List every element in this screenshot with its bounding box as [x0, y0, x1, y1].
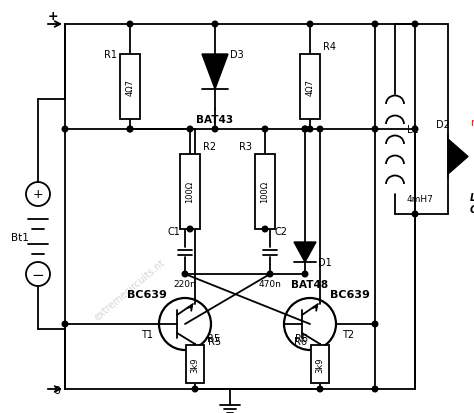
Text: R5: R5 — [208, 336, 221, 346]
Circle shape — [212, 22, 218, 28]
Text: R2: R2 — [203, 142, 216, 152]
Text: 100Ω: 100Ω — [261, 180, 270, 202]
Text: R4: R4 — [323, 43, 336, 52]
Text: red: red — [470, 118, 474, 128]
Bar — [120, 55, 140, 119]
Bar — [311, 345, 329, 383]
Circle shape — [372, 127, 378, 133]
Text: 3k9: 3k9 — [191, 356, 200, 372]
Text: C1: C1 — [167, 226, 180, 236]
Circle shape — [302, 127, 308, 133]
Text: R6: R6 — [294, 336, 307, 346]
Text: 0: 0 — [54, 385, 61, 395]
Circle shape — [192, 386, 198, 392]
Bar — [180, 154, 200, 229]
Text: R3: R3 — [239, 142, 252, 152]
Circle shape — [317, 127, 323, 133]
Polygon shape — [202, 55, 228, 90]
Circle shape — [62, 321, 68, 327]
Circle shape — [307, 22, 313, 28]
Circle shape — [302, 271, 308, 277]
Text: Bt1: Bt1 — [11, 233, 29, 242]
Circle shape — [412, 127, 418, 133]
Bar — [300, 55, 320, 119]
Text: R6: R6 — [295, 333, 308, 343]
Text: LOW
CURRENT: LOW CURRENT — [470, 192, 474, 214]
Text: +: + — [48, 9, 58, 22]
Text: BC639: BC639 — [330, 289, 370, 299]
Circle shape — [182, 271, 188, 277]
Text: BAT43: BAT43 — [196, 115, 234, 125]
Text: BAT48: BAT48 — [292, 279, 328, 289]
Text: L1: L1 — [407, 125, 419, 135]
Circle shape — [62, 127, 68, 133]
Text: 100Ω: 100Ω — [185, 180, 194, 202]
Circle shape — [212, 127, 218, 133]
Text: D3: D3 — [230, 50, 244, 60]
Circle shape — [127, 22, 133, 28]
Circle shape — [412, 22, 418, 28]
Text: R1: R1 — [104, 50, 117, 59]
Text: 220n: 220n — [173, 279, 196, 288]
Circle shape — [262, 127, 268, 133]
Text: T1: T1 — [141, 329, 153, 339]
Circle shape — [187, 127, 193, 133]
Text: extremecircuits.nt: extremecircuits.nt — [92, 257, 167, 322]
Circle shape — [127, 127, 133, 133]
Polygon shape — [294, 242, 316, 262]
Circle shape — [302, 127, 308, 133]
Text: 4mH7: 4mH7 — [407, 195, 434, 204]
Polygon shape — [448, 140, 468, 175]
Bar — [186, 345, 204, 383]
Text: −: − — [32, 267, 45, 282]
Circle shape — [372, 22, 378, 28]
Circle shape — [267, 271, 273, 277]
Text: C2: C2 — [275, 226, 288, 236]
Circle shape — [372, 386, 378, 392]
Circle shape — [372, 321, 378, 327]
Text: D1: D1 — [318, 257, 332, 267]
Text: T2: T2 — [342, 329, 354, 339]
Circle shape — [307, 127, 313, 133]
Circle shape — [187, 227, 193, 232]
Text: 4Ω7: 4Ω7 — [306, 78, 315, 95]
Text: D2: D2 — [436, 120, 450, 130]
Circle shape — [412, 212, 418, 217]
Text: +: + — [33, 188, 43, 201]
Text: BC639: BC639 — [127, 289, 167, 299]
Text: 4Ω7: 4Ω7 — [126, 78, 135, 95]
Text: 3k9: 3k9 — [316, 356, 325, 372]
Circle shape — [317, 386, 323, 392]
Circle shape — [262, 227, 268, 232]
Circle shape — [127, 127, 133, 133]
Text: 470n: 470n — [258, 279, 282, 288]
Text: R5: R5 — [207, 333, 220, 343]
Bar — [255, 154, 275, 229]
